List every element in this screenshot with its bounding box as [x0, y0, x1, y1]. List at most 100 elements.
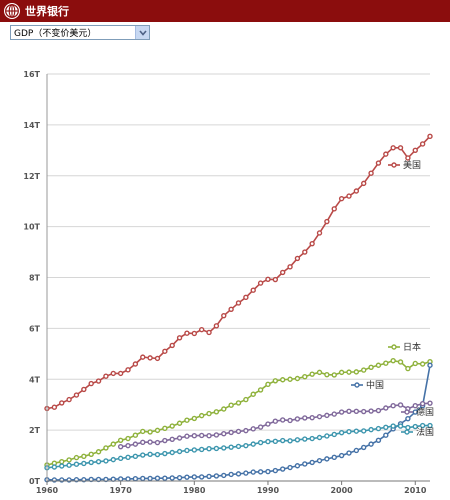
data-point[interactable] [117, 443, 124, 450]
data-point[interactable] [405, 155, 411, 161]
data-point[interactable] [338, 409, 345, 415]
data-point[interactable] [66, 396, 72, 403]
data-point[interactable] [272, 438, 279, 445]
data-point[interactable] [95, 378, 102, 384]
data-point[interactable] [265, 421, 271, 427]
data-point[interactable] [103, 373, 109, 379]
legend-label[interactable]: 德国 [416, 406, 434, 418]
data-point[interactable] [140, 428, 146, 435]
data-point[interactable] [243, 470, 249, 476]
data-point[interactable] [250, 441, 256, 447]
data-point[interactable] [162, 450, 168, 457]
data-point[interactable] [132, 476, 139, 482]
data-point[interactable] [198, 326, 205, 333]
data-point[interactable] [213, 473, 220, 479]
data-point[interactable] [243, 442, 249, 449]
data-point[interactable] [412, 360, 418, 367]
data-point[interactable] [184, 447, 190, 454]
legend-label[interactable]: 美国 [403, 159, 421, 171]
data-point[interactable] [51, 464, 58, 470]
data-point[interactable] [397, 359, 404, 365]
data-point[interactable] [221, 406, 227, 412]
data-point[interactable] [169, 475, 175, 481]
data-point[interactable] [88, 380, 94, 387]
data-point[interactable] [132, 441, 139, 447]
data-point[interactable] [73, 461, 80, 467]
data-point[interactable] [419, 361, 426, 367]
data-point[interactable] [331, 411, 337, 417]
data-point[interactable] [243, 396, 249, 403]
data-point[interactable] [412, 147, 418, 154]
data-point[interactable] [125, 454, 131, 461]
data-point[interactable] [235, 443, 242, 450]
data-point[interactable] [265, 381, 271, 388]
data-point[interactable] [176, 435, 183, 441]
data-point[interactable] [228, 402, 234, 408]
data-point[interactable] [132, 432, 139, 438]
data-point[interactable] [169, 449, 175, 456]
data-point[interactable] [162, 475, 168, 481]
indicator-select[interactable]: GDP（不变价美元） [10, 25, 150, 40]
data-point[interactable] [154, 439, 161, 446]
data-point[interactable] [132, 453, 139, 460]
data-point[interactable] [383, 151, 389, 157]
data-point[interactable] [228, 306, 234, 312]
data-point[interactable] [59, 400, 65, 406]
data-point[interactable] [375, 425, 382, 432]
data-point[interactable] [191, 433, 198, 439]
data-point[interactable] [331, 206, 337, 212]
data-point[interactable] [235, 400, 242, 406]
data-point[interactable] [324, 371, 330, 378]
data-point[interactable] [117, 437, 124, 443]
data-point[interactable] [243, 294, 249, 301]
data-point[interactable] [361, 367, 367, 373]
data-point[interactable] [419, 422, 426, 429]
data-point[interactable] [154, 355, 161, 362]
data-point[interactable] [361, 180, 367, 187]
data-point[interactable] [368, 426, 374, 433]
data-point[interactable] [316, 413, 323, 420]
data-point[interactable] [88, 451, 94, 457]
data-point[interactable] [235, 471, 242, 477]
data-point[interactable] [147, 439, 153, 445]
data-point[interactable] [213, 432, 220, 438]
data-point[interactable] [221, 472, 227, 479]
data-point[interactable] [309, 459, 315, 466]
data-point[interactable] [184, 417, 190, 423]
data-point[interactable] [309, 414, 315, 421]
data-point[interactable] [368, 441, 374, 447]
data-point[interactable] [405, 365, 411, 372]
data-point[interactable] [228, 471, 234, 478]
data-point[interactable] [184, 433, 190, 439]
data-point[interactable] [412, 423, 418, 430]
data-point[interactable] [162, 425, 168, 432]
data-point[interactable] [346, 408, 352, 414]
data-point[interactable] [383, 424, 389, 431]
data-point[interactable] [427, 400, 433, 406]
data-point[interactable] [198, 432, 205, 439]
data-point[interactable] [412, 403, 418, 409]
data-point[interactable] [383, 405, 389, 411]
data-point[interactable] [221, 312, 227, 319]
dropdown-button[interactable] [135, 26, 149, 39]
data-point[interactable] [302, 249, 308, 255]
data-point[interactable] [176, 335, 183, 341]
data-point[interactable] [221, 445, 227, 451]
data-point[interactable] [191, 447, 198, 453]
data-point[interactable] [412, 409, 418, 415]
data-point[interactable] [287, 438, 293, 444]
data-point[interactable] [243, 427, 249, 434]
data-point[interactable] [324, 433, 330, 439]
data-point[interactable] [405, 424, 411, 431]
data-point[interactable] [316, 369, 323, 376]
data-point[interactable] [162, 348, 168, 354]
data-point[interactable] [294, 416, 301, 422]
data-point[interactable] [427, 422, 433, 429]
data-point[interactable] [375, 437, 382, 443]
data-point[interactable] [206, 473, 212, 480]
data-point[interactable] [390, 403, 396, 409]
data-point[interactable] [132, 361, 139, 367]
data-point[interactable] [257, 439, 264, 446]
data-point[interactable] [331, 454, 337, 461]
data-point[interactable] [117, 370, 124, 377]
